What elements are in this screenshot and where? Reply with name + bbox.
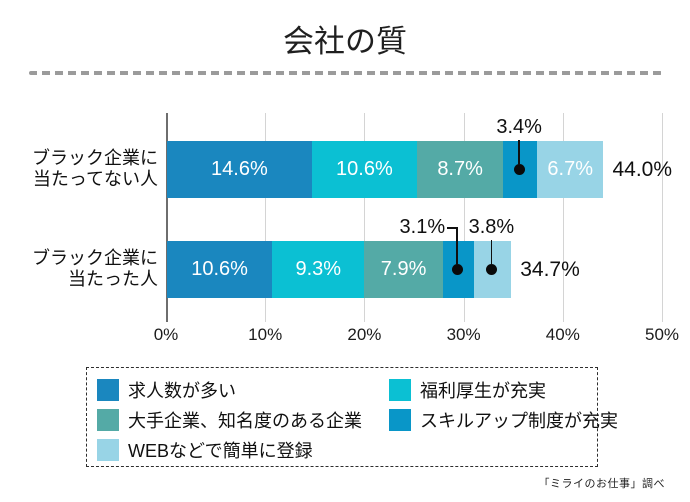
page-title: 会社の質 <box>283 24 407 59</box>
callout-dot <box>513 164 525 175</box>
x-tick-label: 40% <box>545 325 580 344</box>
x-tick-label: 50% <box>644 325 680 344</box>
legend-swatch-icon <box>97 409 119 431</box>
legend-item-1: 求人数が多い <box>97 375 389 405</box>
legend-label: スキルアップ制度が充実 <box>420 411 618 431</box>
legend-item-4: スキルアップ制度が充実 <box>389 405 618 435</box>
legend-grid: 求人数が多い 福利厚生が充実大手企業、知名度のある企業 スキルアップ制度が充実 WEB… <box>97 375 618 465</box>
x-tick-label: 10% <box>248 325 283 344</box>
gridline-20% <box>364 113 366 322</box>
bar-segment-2: 9.3% <box>272 241 365 298</box>
callout-dot <box>485 264 497 275</box>
total-label: 44.0% <box>612 157 673 181</box>
legend-box: 求人数が多い 福利厚生が充実大手企業、知名度のある企業 スキルアップ制度が充実 WEB… <box>86 367 618 467</box>
gridline-40% <box>562 113 564 322</box>
bar-row: 14.6% 10.6% 8.7% 6.7% <box>167 141 604 198</box>
x-tick-label: 0% <box>153 325 179 344</box>
bar-segment-5: 6.7% <box>536 141 604 198</box>
x-tick-label: 20% <box>347 325 382 344</box>
legend-item-2: 福利厚生が充実 <box>389 375 618 405</box>
legend-item-5: WEBなどで簡単に登録 <box>97 435 389 465</box>
legend-item-3: 大手企業、知名度のある企業 <box>97 405 389 435</box>
legend-swatch-icon <box>97 379 119 401</box>
callout-dot <box>451 264 463 275</box>
legend-label: 福利厚生が充実 <box>420 381 546 401</box>
bar-row: 10.6% 9.3% 7.9% <box>167 241 512 298</box>
legend-label: 求人数が多い <box>128 381 236 401</box>
legend-swatch-icon <box>97 439 119 461</box>
legend-swatch-icon <box>389 379 411 401</box>
gridline-30% <box>463 113 465 322</box>
bar-segment-1: 14.6% <box>167 141 312 198</box>
legend-swatch-icon <box>389 409 411 431</box>
bar-segment-1: 10.6% <box>167 241 273 298</box>
callout-leader-line <box>518 140 520 165</box>
total-label: 34.7% <box>520 257 580 281</box>
callout-label: 3.1% <box>399 216 446 238</box>
bar-segment-3: 8.7% <box>416 141 504 198</box>
source-credit: 「ミライのお仕事」調べ <box>538 478 665 490</box>
legend-label: 大手企業、知名度のある企業 <box>128 411 362 431</box>
callout-leader-line <box>490 240 493 265</box>
bar-segment-3: 7.9% <box>364 241 443 298</box>
x-tick-label: 30% <box>446 325 481 344</box>
title-separator <box>29 71 662 75</box>
y-axis-line <box>166 113 168 322</box>
gridline-10% <box>265 113 267 322</box>
callout-elbow-line <box>447 227 458 229</box>
category-label: ブラック企業に 当たってない人 <box>32 148 158 189</box>
bar-segment-2: 10.6% <box>311 141 417 198</box>
callout-label: 3.8% <box>468 216 515 238</box>
stacked-bar-chart: 0% 10% 20% 30% 40% 50% ブラック企業に 当たってない人 14.6% 10.… <box>0 100 690 360</box>
gridline-50% <box>662 113 663 322</box>
category-label: ブラック企業に 当たった人 <box>32 248 158 289</box>
callout-label: 3.4% <box>496 116 542 138</box>
callout-leader-line <box>456 227 458 265</box>
legend-label: WEBなどで簡単に登録 <box>128 441 313 461</box>
